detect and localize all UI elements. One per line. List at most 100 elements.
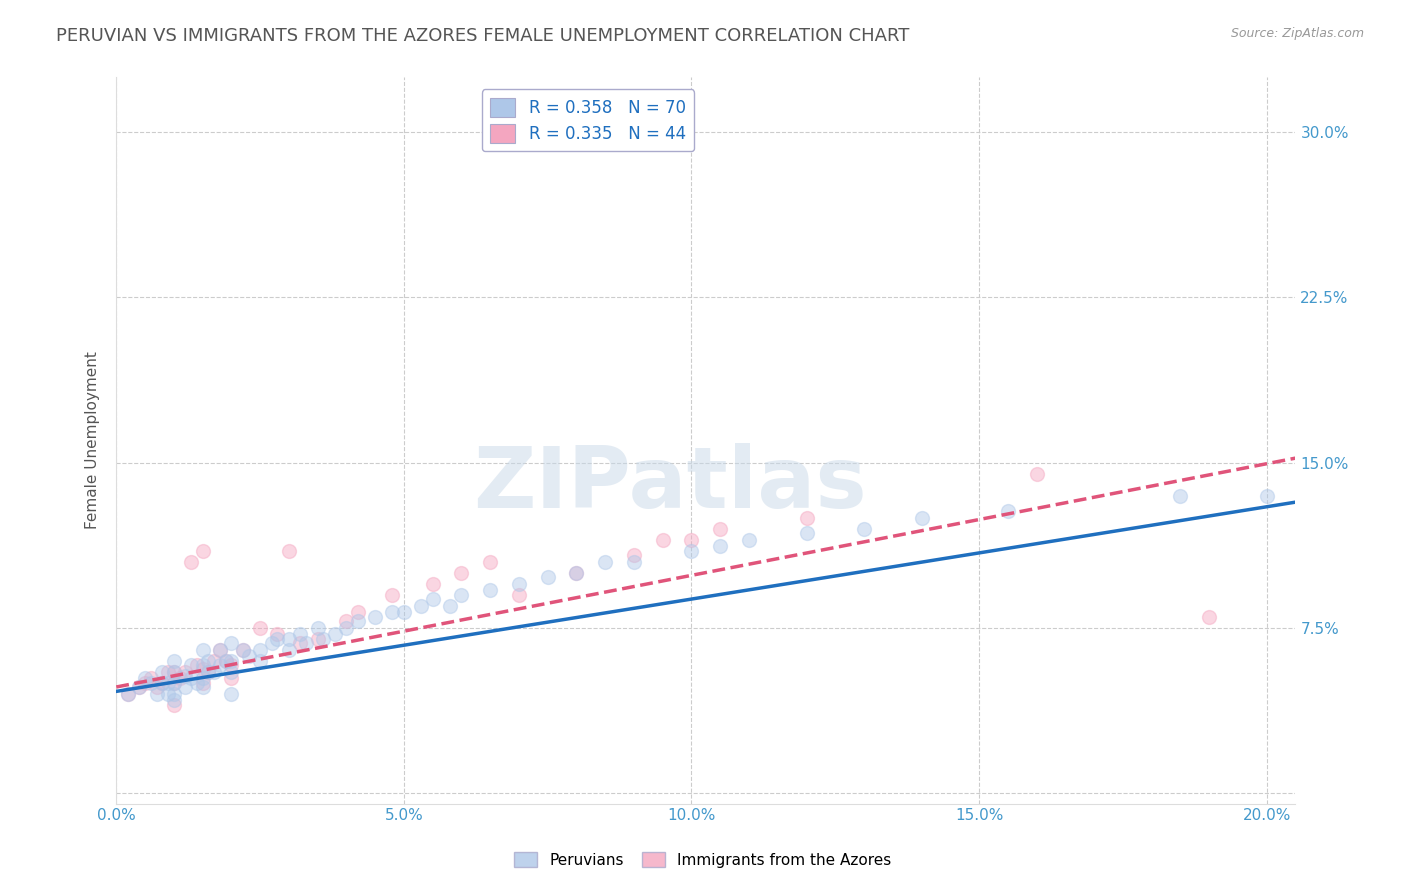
Point: [139, 675, 162, 690]
Point: [221, 671, 243, 685]
Point: [266, 627, 288, 641]
Point: [197, 654, 219, 668]
Point: [191, 680, 214, 694]
Text: PERUVIAN VS IMMIGRANTS FROM THE AZORES FEMALE UNEMPLOYMENT CORRELATION CHART: PERUVIAN VS IMMIGRANTS FROM THE AZORES F…: [56, 27, 910, 45]
Point: [796, 525, 818, 540]
Y-axis label: Female Unemployment: Female Unemployment: [86, 351, 100, 530]
Point: [150, 675, 173, 690]
Point: [249, 621, 271, 635]
Point: [439, 599, 461, 613]
Point: [910, 510, 932, 524]
Point: [290, 627, 312, 641]
Point: [593, 555, 616, 569]
Point: [128, 680, 150, 694]
Point: [1198, 609, 1220, 624]
Point: [508, 576, 530, 591]
Point: [202, 654, 225, 668]
Point: [277, 543, 299, 558]
Point: [163, 698, 186, 712]
Point: [134, 671, 156, 685]
Point: [163, 654, 186, 668]
Point: [266, 632, 288, 646]
Point: [277, 632, 299, 646]
Point: [157, 665, 180, 679]
Point: [307, 632, 329, 646]
Text: Source: ZipAtlas.com: Source: ZipAtlas.com: [1230, 27, 1364, 40]
Point: [221, 665, 243, 679]
Point: [174, 669, 197, 683]
Point: [145, 687, 167, 701]
Point: [335, 614, 357, 628]
Point: [163, 675, 186, 690]
Point: [1170, 489, 1192, 503]
Point: [221, 687, 243, 701]
Point: [364, 609, 387, 624]
Point: [623, 548, 645, 562]
Point: [208, 642, 231, 657]
Point: [117, 687, 139, 701]
Point: [180, 657, 202, 672]
Point: [191, 543, 214, 558]
Point: [180, 671, 202, 685]
Point: [422, 576, 444, 591]
Point: [347, 605, 370, 619]
Point: [260, 636, 283, 650]
Point: [411, 599, 433, 613]
Point: [191, 662, 214, 676]
Point: [323, 627, 346, 641]
Point: [186, 675, 208, 690]
Point: [117, 687, 139, 701]
Point: [479, 583, 502, 598]
Point: [191, 642, 214, 657]
Point: [537, 570, 560, 584]
Legend: R = 0.358   N = 70, R = 0.335   N = 44: R = 0.358 N = 70, R = 0.335 N = 44: [482, 89, 695, 152]
Point: [163, 675, 186, 690]
Point: [1025, 467, 1047, 481]
Point: [163, 693, 186, 707]
Point: [651, 533, 673, 547]
Point: [169, 671, 191, 685]
Point: [221, 654, 243, 668]
Point: [134, 675, 156, 690]
Point: [150, 665, 173, 679]
Point: [277, 642, 299, 657]
Point: [392, 605, 415, 619]
Point: [738, 533, 761, 547]
Point: [335, 621, 357, 635]
Point: [197, 665, 219, 679]
Point: [853, 522, 876, 536]
Point: [163, 665, 186, 679]
Point: [221, 636, 243, 650]
Point: [174, 680, 197, 694]
Point: [180, 555, 202, 569]
Point: [150, 675, 173, 690]
Point: [709, 522, 731, 536]
Point: [197, 665, 219, 679]
Point: [307, 621, 329, 635]
Point: [208, 642, 231, 657]
Point: [997, 504, 1019, 518]
Point: [157, 675, 180, 690]
Text: ZIPatlas: ZIPatlas: [474, 442, 868, 525]
Point: [232, 642, 254, 657]
Point: [163, 687, 186, 701]
Point: [422, 591, 444, 606]
Point: [508, 588, 530, 602]
Point: [565, 566, 588, 580]
Point: [238, 649, 260, 664]
Point: [450, 566, 472, 580]
Point: [191, 671, 214, 685]
Point: [139, 671, 162, 685]
Point: [214, 654, 236, 668]
Point: [186, 657, 208, 672]
Point: [249, 654, 271, 668]
Point: [157, 687, 180, 701]
Point: [232, 642, 254, 657]
Point: [709, 539, 731, 553]
Point: [681, 543, 703, 558]
Point: [214, 654, 236, 668]
Point: [312, 632, 335, 646]
Point: [145, 680, 167, 694]
Point: [295, 636, 318, 650]
Point: [208, 657, 231, 672]
